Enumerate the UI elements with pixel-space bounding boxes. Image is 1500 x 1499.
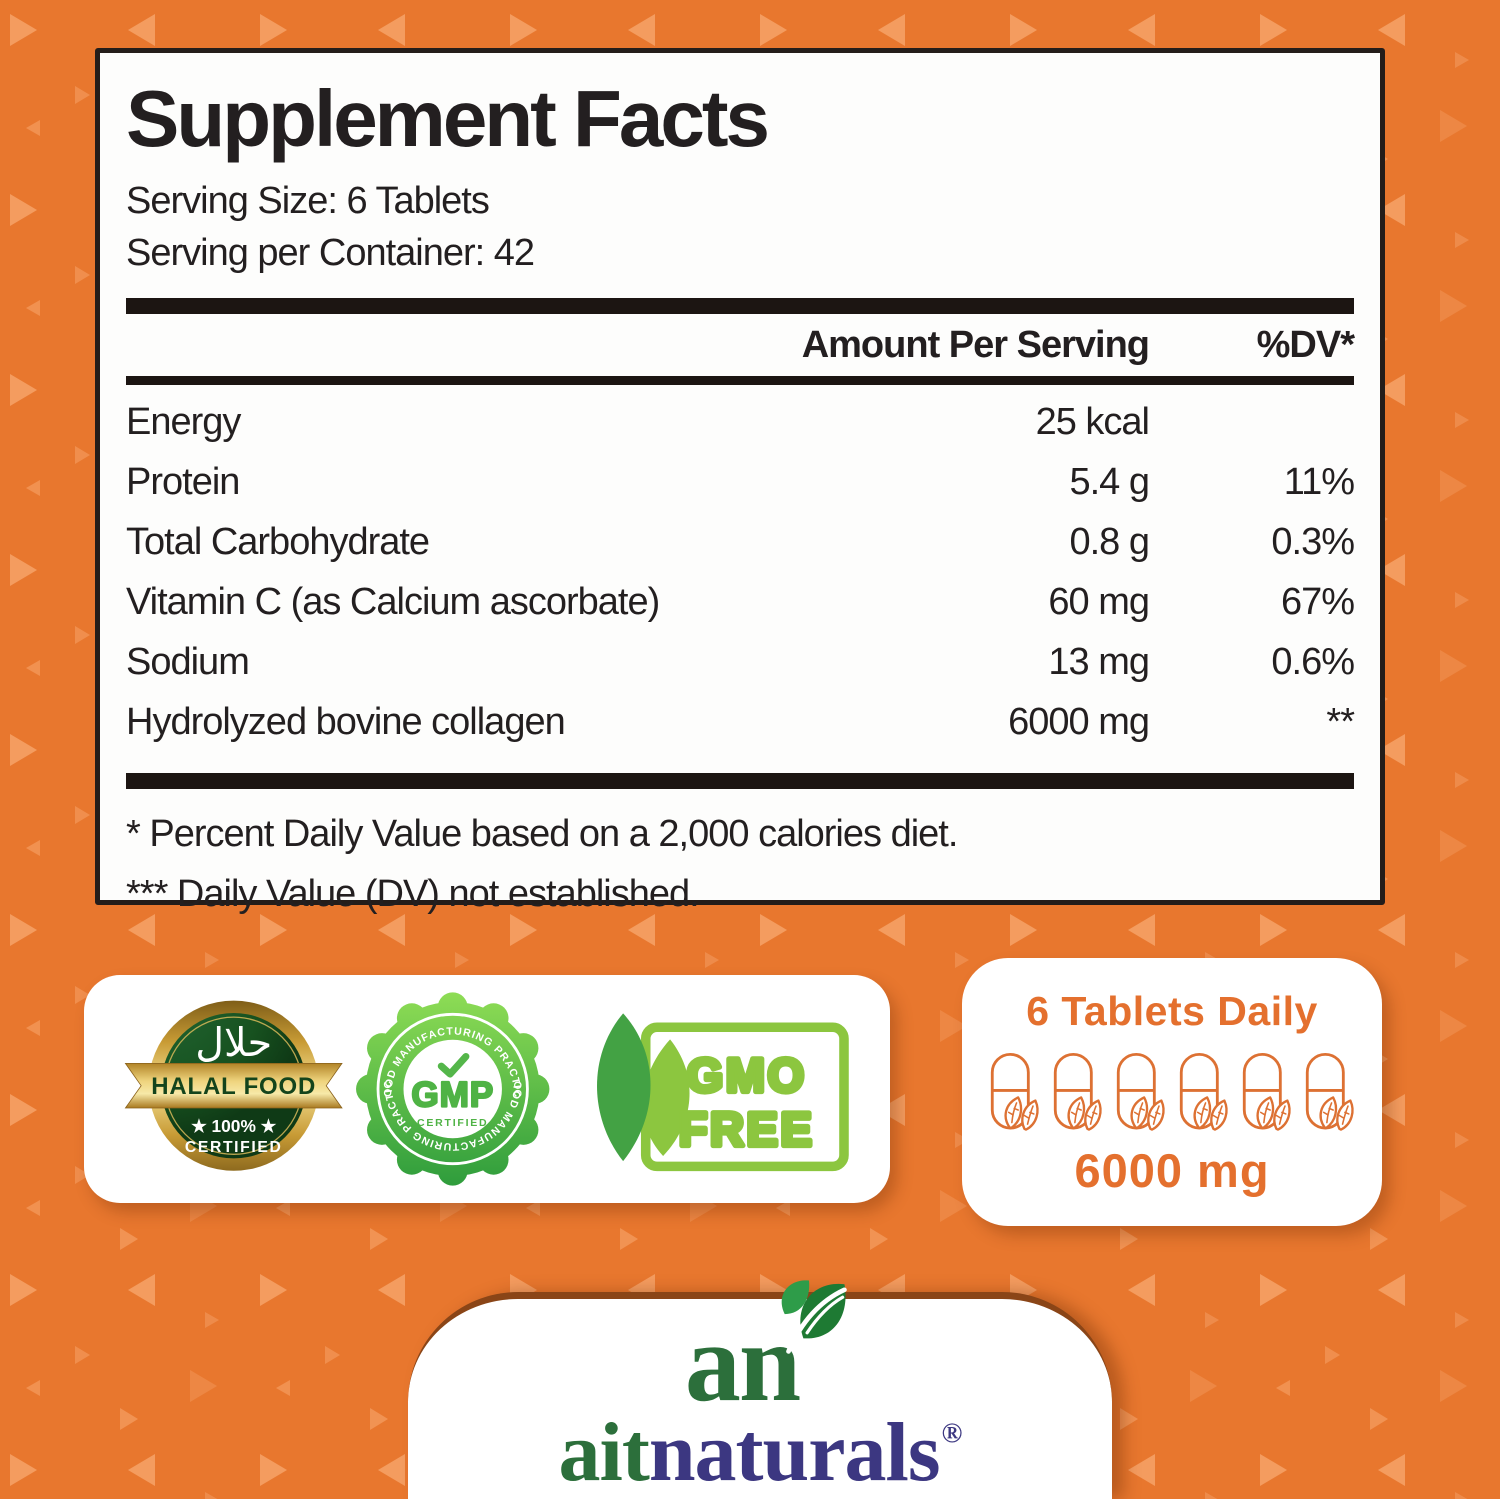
halal-food-band-text: HALAL FOOD	[151, 1073, 316, 1100]
nutrient-name: Hydrolyzed bovine collagen	[126, 701, 566, 744]
tablet-capsule-icon	[1179, 1052, 1228, 1131]
halal-100-percent-text: ★ 100% ★	[191, 1116, 277, 1136]
nutrient-name: Sodium	[126, 641, 250, 684]
tablet-capsule-icon	[990, 1052, 1039, 1131]
nutrient-amount: 13 mg	[1048, 641, 1150, 684]
gmp-center-text: GMP	[412, 1076, 495, 1115]
nutrient-name: Protein	[126, 461, 240, 504]
brand-monogram: an	[685, 1280, 847, 1419]
tablet-capsule-icon	[1305, 1052, 1354, 1131]
halal-certified-text: CERTIFIED	[185, 1139, 283, 1156]
dosage-panel: 6 Tablets Daily	[962, 958, 1382, 1226]
supplement-facts-panel: Supplement Facts Serving Size: 6 Tablets…	[95, 48, 1385, 915]
amount-per-serving-header: Amount Per Serving	[801, 323, 1150, 366]
brand-name: aitnaturals®	[559, 1411, 963, 1495]
tablet-capsule-icon	[1242, 1052, 1291, 1131]
brand-leaf-icon	[781, 1280, 847, 1354]
table-row: Vitamin C (as Calcium ascorbate) 60 mg 6…	[126, 573, 1355, 633]
halal-certified-icon: حلال HALAL FOOD ★ 100% ★ CERTIFIED	[124, 1000, 343, 1171]
table-row: Hydrolyzed bovine collagen 6000 mg **	[126, 693, 1355, 753]
tablet-capsule-icon	[1053, 1052, 1102, 1131]
nutrient-name: Total Carbohydrate	[126, 521, 430, 564]
footnote-dv-not-established: *** Daily Value (DV) not established.	[126, 873, 700, 916]
table-row: Total Carbohydrate 0.8 g 0.3%	[126, 513, 1355, 573]
nutrient-dv: **	[1326, 701, 1355, 744]
nutrient-rows: Energy 25 kcal Protein 5.4 g 11% Total C…	[126, 385, 1355, 763]
brand-name-naturals: naturals	[648, 1406, 941, 1499]
serving-size: Serving Size: 6 Tablets	[126, 180, 490, 222]
footnote-daily-value: * Percent Daily Value based on a 2,000 c…	[126, 812, 958, 855]
dosage-title: 6 Tablets Daily	[1026, 988, 1318, 1034]
nutrient-dv	[1149, 401, 1354, 444]
brand-monogram-text: an	[684, 1301, 801, 1425]
dosage-amount: 6000 mg	[1074, 1144, 1270, 1197]
divider-thick-bottom	[126, 772, 1354, 789]
table-row: Sodium 13 mg 0.6%	[126, 633, 1355, 693]
nutrient-amount: 6000 mg	[1008, 701, 1150, 744]
brand-panel: an aitnaturals®	[408, 1280, 1112, 1499]
tablet-capsule-icon	[1116, 1052, 1165, 1131]
nutrient-dv: 67%	[1280, 581, 1355, 624]
registered-mark: ®	[941, 1418, 963, 1449]
divider-medium	[126, 375, 1354, 385]
divider-thick-top	[126, 297, 1354, 314]
gmp-check-icon	[438, 1052, 470, 1078]
table-row: Energy 25 kcal	[126, 393, 1354, 453]
nutrient-name: Vitamin C (as Calcium ascorbate)	[126, 581, 660, 624]
nutrient-amount: 0.8 g	[1069, 521, 1150, 564]
supplement-facts-title: Supplement Facts	[126, 74, 770, 163]
facts-header-row: Amount Per Serving %DV*	[126, 314, 1355, 376]
nutrient-amount: 25 kcal	[1035, 401, 1150, 444]
nutrient-amount: 5.4 g	[1069, 461, 1150, 504]
certification-badges-panel: حلال HALAL FOOD ★ 100% ★ CERTIFIED	[84, 975, 890, 1203]
gmo-leaf-light	[642, 1039, 690, 1156]
gmp-certified-icon: GOOD MANUFACTURING PRACTICE GOOD MANUFAC…	[356, 992, 550, 1186]
nutrient-amount: 60 mg	[1048, 581, 1150, 624]
servings-per-container: Serving per Container: 42	[126, 232, 535, 275]
nutrient-dv: 0.3%	[1271, 521, 1355, 564]
table-row: Protein 5.4 g 11%	[126, 453, 1355, 513]
nutrient-dv: 0.6%	[1271, 641, 1355, 684]
free-text: FREE	[679, 1103, 815, 1156]
gmo-text: GMO	[686, 1049, 806, 1102]
halal-arabic-text: حلال	[195, 1020, 272, 1066]
gmo-free-icon: GMO FREE	[596, 1013, 849, 1172]
brand-name-ait: ait	[558, 1406, 650, 1499]
nutrient-name: Energy	[126, 401, 241, 444]
dv-header: %DV*	[1256, 323, 1355, 366]
gmp-certified-text: CERTIFIED	[417, 1117, 488, 1129]
tablet-icons-row	[986, 1051, 1359, 1133]
gmo-leaf-dark	[596, 1013, 651, 1162]
nutrient-dv: 11%	[1283, 461, 1355, 504]
